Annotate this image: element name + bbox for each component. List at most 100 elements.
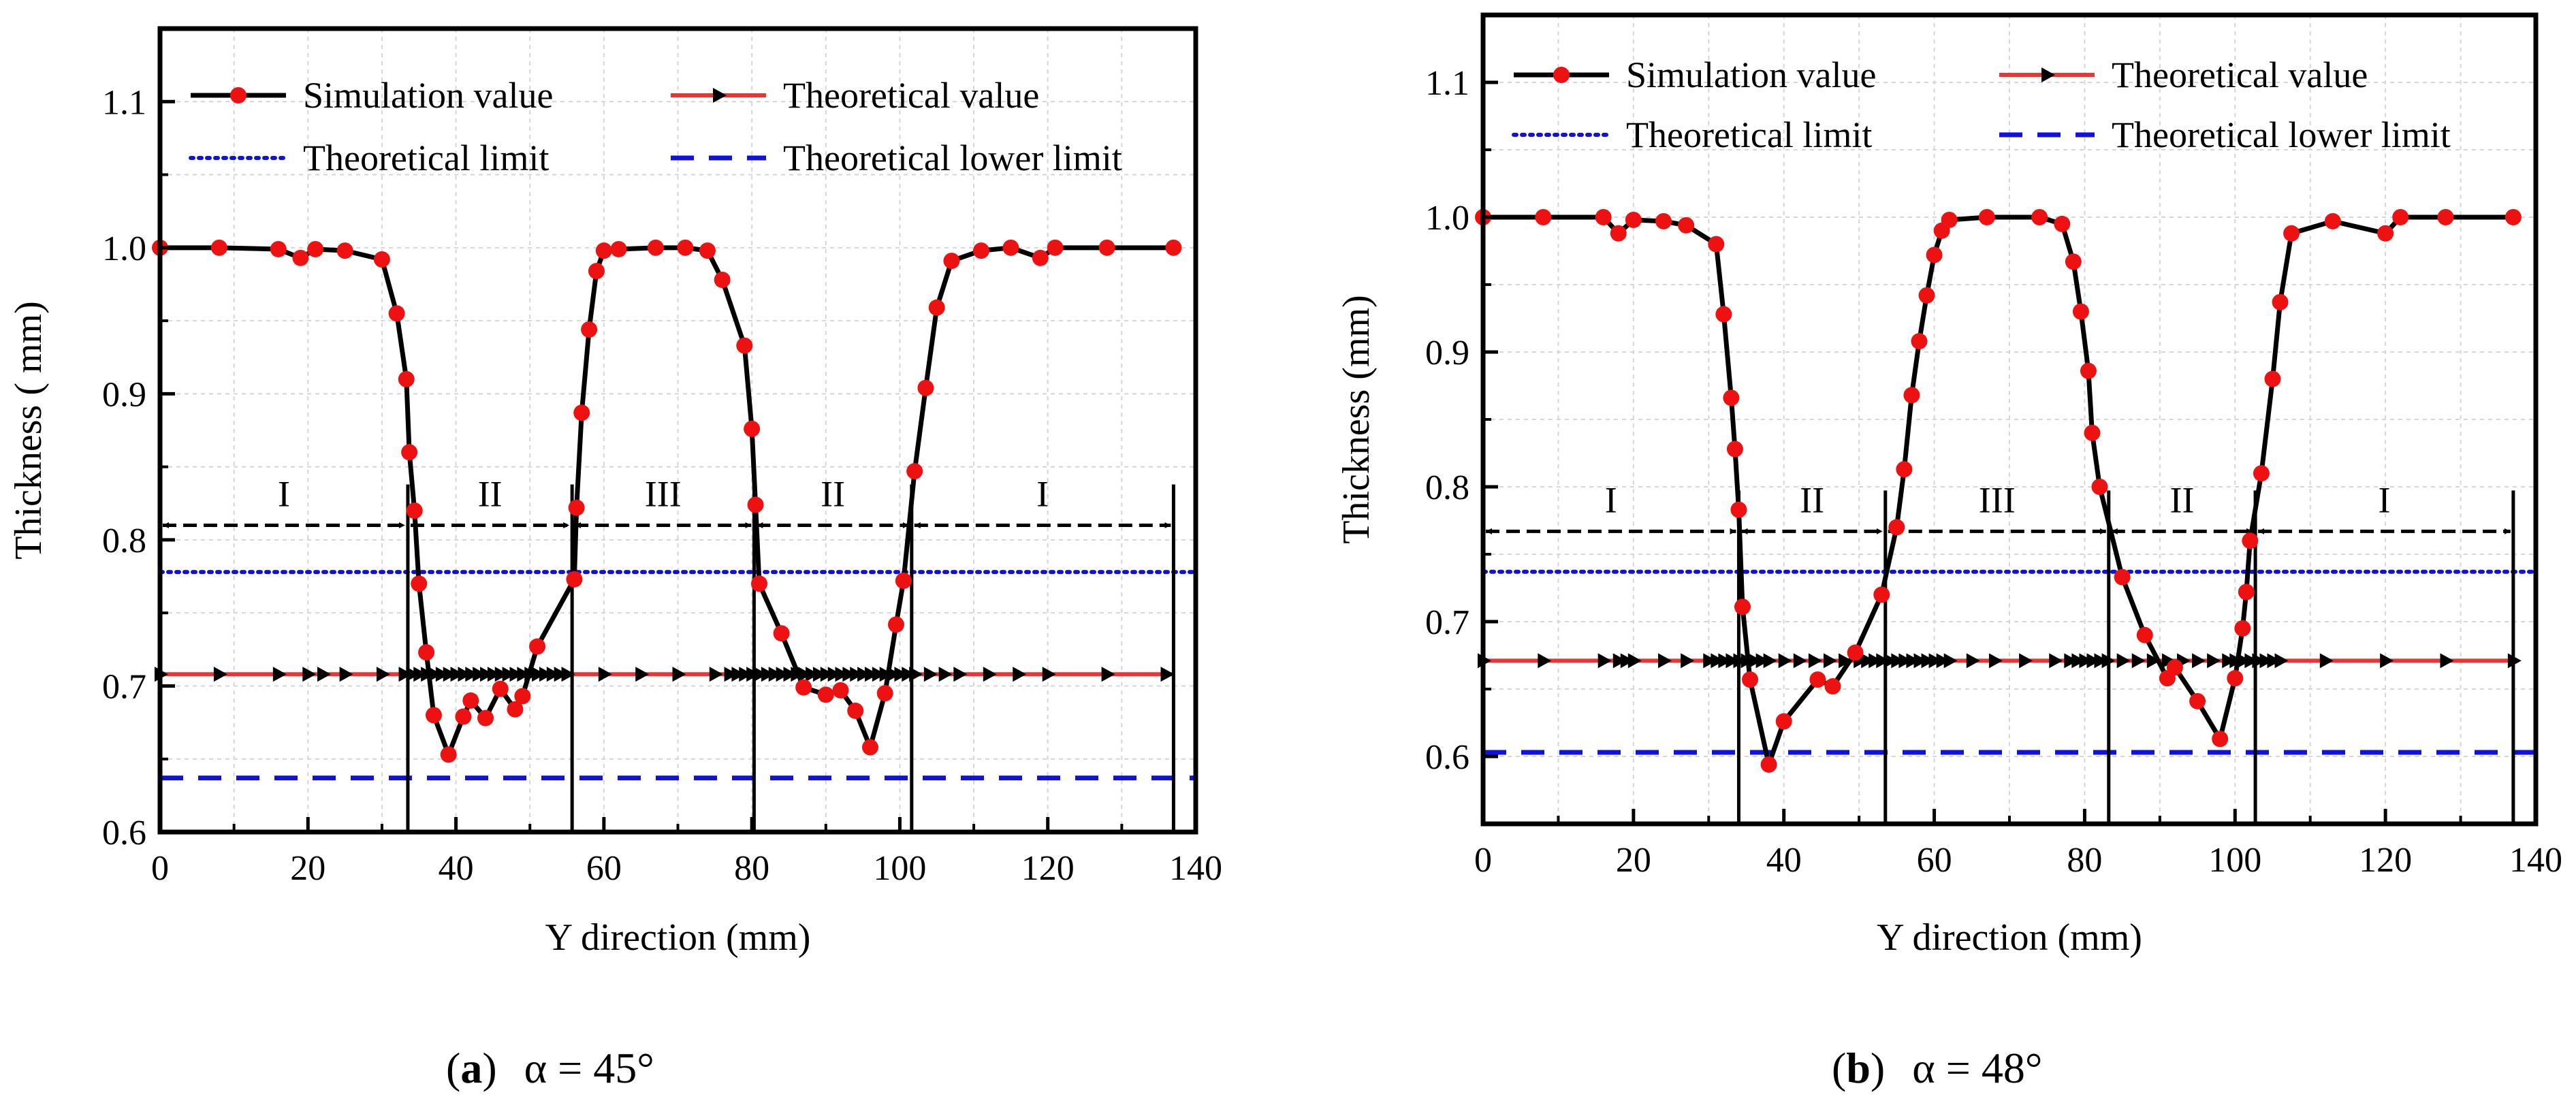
simulation-value-point bbox=[1595, 209, 1612, 225]
theoretical-value-marker bbox=[1793, 653, 1807, 669]
simulation-value-point bbox=[440, 746, 457, 763]
theoretical-value-marker bbox=[2207, 653, 2221, 669]
caption-angle: α = 48° bbox=[1912, 1044, 2042, 1092]
legend: Simulation value Theoretical value Theoret… bbox=[1512, 54, 2451, 155]
theoretical-value-marker bbox=[1778, 653, 1792, 669]
x-tick-label: 80 bbox=[734, 849, 769, 888]
simulation-value-point bbox=[1978, 209, 1995, 225]
simulation-value-point bbox=[1723, 389, 1740, 406]
simulation-value-point bbox=[861, 739, 878, 756]
legend-label-theoretical-limit: Theoretical limit bbox=[1626, 114, 1872, 155]
theoretical-value-marker bbox=[812, 667, 827, 682]
simulation-value-point bbox=[588, 263, 605, 280]
theoretical-value-marker bbox=[864, 667, 878, 682]
theoretical-value-marker bbox=[532, 667, 546, 682]
theoretical-value-marker bbox=[672, 667, 686, 682]
simulation-value-point bbox=[2324, 212, 2341, 229]
theoretical-value-marker bbox=[783, 667, 797, 682]
theoretical-value-marker bbox=[635, 667, 650, 682]
theoretical-value-marker bbox=[1876, 653, 1890, 669]
theoretical-value-marker bbox=[2161, 653, 2176, 669]
region-label: I bbox=[2378, 479, 2390, 520]
region-label: III bbox=[645, 473, 682, 514]
simulation-value-point bbox=[832, 682, 849, 699]
y-tick-label: 0.9 bbox=[102, 375, 146, 414]
theoretical-value-marker bbox=[902, 667, 916, 682]
theoretical-value-marker bbox=[1808, 653, 1822, 669]
theoretical-value-marker bbox=[2019, 653, 2033, 669]
simulation-value-point bbox=[1002, 239, 1019, 256]
theoretical-value-marker bbox=[983, 667, 997, 682]
x-tick-label: 80 bbox=[2067, 841, 2102, 880]
simulation-value-point bbox=[1715, 306, 1732, 323]
simulation-value-point bbox=[388, 305, 405, 322]
legend: Simulation value Theoretical value Theoret… bbox=[189, 75, 1122, 178]
simulation-value-point bbox=[1847, 644, 1864, 661]
theoretical-value-marker bbox=[509, 667, 524, 682]
simulation-value-point bbox=[1098, 239, 1115, 256]
simulation-value-point bbox=[1655, 212, 1672, 229]
region-label: I bbox=[1036, 473, 1049, 514]
simulation-value-point bbox=[1726, 441, 1743, 458]
simulation-value-point bbox=[677, 239, 694, 256]
simulation-value-point bbox=[2505, 209, 2522, 225]
theoretical-value-marker bbox=[806, 667, 820, 682]
theoretical-value-marker bbox=[842, 667, 857, 682]
simulation-value-point bbox=[747, 496, 764, 513]
simulation-value-point bbox=[581, 321, 598, 338]
simulation-value-point bbox=[751, 575, 768, 592]
theoretical-value-marker bbox=[2274, 653, 2289, 669]
simulation-value-point bbox=[2072, 303, 2089, 320]
simulation-value-point bbox=[1941, 211, 1958, 228]
y-tick-label: 1.1 bbox=[1425, 64, 1469, 103]
simulation-value-point bbox=[492, 680, 509, 697]
x-tick-label: 40 bbox=[1766, 841, 1802, 880]
theoretical-value-marker bbox=[517, 667, 531, 682]
simulation-value-point bbox=[529, 638, 546, 655]
simulation-value-point bbox=[2238, 584, 2255, 601]
theoretical-value-marker bbox=[502, 667, 516, 682]
x-tick-label: 0 bbox=[1474, 841, 1492, 880]
theoretical-value-marker bbox=[1823, 653, 1837, 669]
caption-angle: α = 45° bbox=[524, 1044, 654, 1092]
simulation-value-point bbox=[270, 240, 287, 257]
theoretical-value-marker bbox=[923, 667, 938, 682]
simulation-value-point bbox=[647, 239, 664, 256]
x-tick-label: 20 bbox=[1616, 841, 1651, 880]
simulation-value-point bbox=[2437, 209, 2454, 225]
theoretical-value-marker bbox=[2131, 653, 2146, 669]
caption-letter: a bbox=[460, 1044, 482, 1092]
simulation-value-point bbox=[817, 686, 834, 703]
theoretical-value-marker bbox=[302, 667, 317, 682]
theoretical-value-marker bbox=[2440, 653, 2454, 669]
theoretical-value-marker bbox=[1966, 653, 1980, 669]
x-tick-label: 0 bbox=[151, 849, 169, 888]
theoretical-value-marker bbox=[2116, 653, 2131, 669]
theoretical-value-marker bbox=[1627, 653, 1642, 669]
theoretical-value-marker bbox=[480, 667, 494, 682]
theoretical-value-marker bbox=[1597, 653, 1612, 669]
theoretical-value-marker bbox=[2049, 653, 2063, 669]
simulation-value-point bbox=[2212, 731, 2229, 748]
theoretical-value-marker bbox=[2222, 653, 2236, 669]
simulation-value-point bbox=[2091, 479, 2108, 495]
simulation-value-point bbox=[943, 253, 960, 270]
simulation-value-point bbox=[1888, 519, 1905, 536]
simulation-value-point bbox=[1809, 671, 1826, 688]
theoretical-value-marker bbox=[938, 667, 953, 682]
simulation-value-point bbox=[418, 644, 435, 661]
theoretical-value-marker bbox=[1913, 653, 1928, 669]
x-tick-label: 60 bbox=[1917, 841, 1952, 880]
caption-paren-close: ) bbox=[1871, 1044, 1885, 1092]
simulation-value-point bbox=[411, 575, 428, 592]
simulation-value-point bbox=[2283, 225, 2300, 242]
theoretical-value-marker bbox=[1612, 653, 1627, 669]
simulation-value-point bbox=[1625, 211, 1642, 228]
legend-label-simulation: Simulation value bbox=[1626, 54, 1876, 95]
simulation-value-point bbox=[477, 709, 494, 726]
theoretical-value-marker bbox=[776, 667, 790, 682]
theoretical-value-marker bbox=[598, 667, 612, 682]
simulation-value-point bbox=[514, 688, 531, 705]
simulation-value-point bbox=[906, 463, 923, 480]
